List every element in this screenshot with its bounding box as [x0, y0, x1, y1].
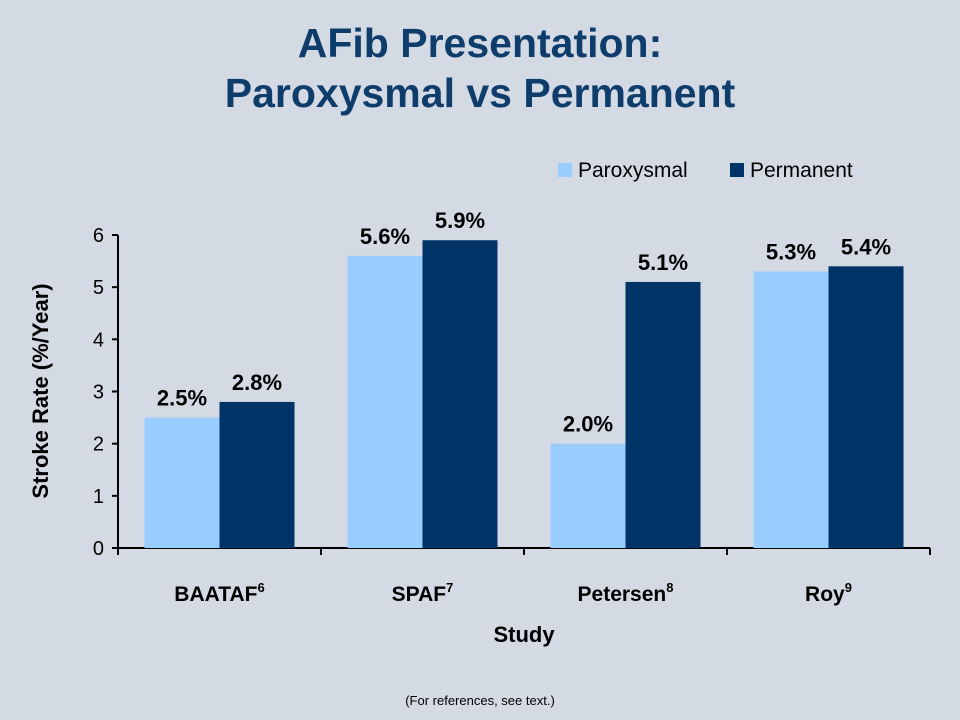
data-label: 5.3% [766, 240, 816, 265]
y-tick-label: 6 [93, 225, 104, 247]
x-tick-label: Roy9 [805, 580, 852, 606]
y-tick-label: 3 [93, 382, 104, 404]
data-label: 2.5% [157, 386, 207, 411]
data-label: 5.1% [638, 250, 688, 275]
y-tick-label: 1 [93, 486, 104, 508]
data-label: 2.0% [563, 412, 613, 437]
x-tick-label: SPAF7 [392, 580, 454, 606]
data-label: 2.8% [232, 370, 282, 395]
bar-paroxysmal-petersen [550, 443, 626, 548]
data-label: 5.6% [360, 224, 410, 249]
legend-swatch-permanent [730, 163, 744, 177]
y-tick-label: 2 [93, 434, 104, 456]
y-tick-label: 4 [93, 329, 104, 351]
bar-permanent-roy [828, 266, 904, 548]
x-tick-label: Petersen8 [578, 580, 674, 606]
bar-permanent-petersen [625, 281, 701, 548]
legend-swatch-paroxysmal [558, 163, 572, 177]
y-tick-label: 5 [93, 277, 104, 299]
y-tick-label: 0 [93, 538, 104, 560]
bar-paroxysmal-roy [753, 271, 829, 548]
bar-permanent-spaf [422, 240, 498, 548]
bar-permanent-baataf [219, 401, 295, 548]
legend-label-paroxysmal: Paroxysmal [578, 159, 688, 182]
legend-label-permanent: Permanent [750, 159, 853, 182]
y-axis-label: Stroke Rate (%/Year) [28, 283, 53, 498]
title-line-2: Paroxysmal vs Permanent [224, 70, 736, 116]
x-tick-label: BAATAF6 [174, 580, 264, 606]
x-axis-label: Study [493, 622, 555, 647]
title-line-1: AFib Presentation: [297, 20, 663, 66]
bar-paroxysmal-baataf [144, 417, 220, 548]
footnote: (For references, see text.) [405, 693, 555, 708]
data-label: 5.9% [435, 208, 485, 233]
slide-title: AFib Presentation: Paroxysmal vs Permane… [0, 18, 960, 118]
bar-paroxysmal-spaf [347, 255, 423, 548]
data-label: 5.4% [841, 234, 891, 259]
